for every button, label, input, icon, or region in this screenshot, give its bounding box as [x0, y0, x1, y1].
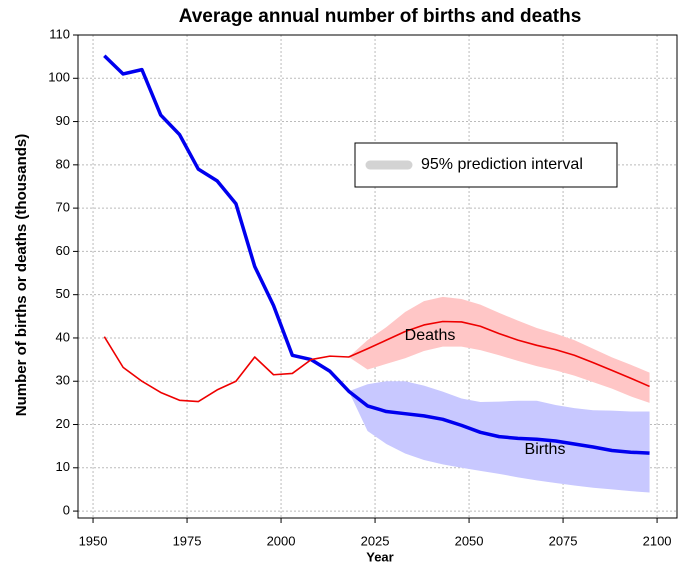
y-tick-label: 90 — [56, 113, 70, 128]
x-tick-label: 2000 — [267, 533, 296, 548]
series-label: Births — [525, 441, 566, 458]
x-tick-label: 1950 — [79, 533, 108, 548]
x-tick-label: 2075 — [549, 533, 578, 548]
chart-title: Average annual number of births and deat… — [179, 6, 582, 27]
series-line — [103, 320, 650, 403]
y-tick-label: 110 — [49, 26, 70, 41]
x-tick-label: 1975 — [173, 533, 202, 548]
y-tick-label: 70 — [56, 200, 70, 215]
x-tick-label: 2100 — [643, 533, 672, 548]
y-tick-label: 100 — [48, 70, 70, 85]
y-tick-label: 0 — [63, 503, 70, 518]
y-tick-label: 20 — [56, 416, 70, 431]
legend-label: 95% prediction interval — [421, 156, 583, 173]
plot-area: 0 10 20 30 40 50 60 70 80 90 100 110 1950 1975 2000 202… — [48, 26, 677, 548]
plot-frame — [77, 34, 678, 519]
y-tick-label: 50 — [56, 286, 70, 301]
y-axis-label: Number of births or deaths (thousands) — [13, 134, 30, 417]
x-axis-label: Year — [366, 549, 393, 564]
y-tick-label: 10 — [56, 459, 70, 474]
series-line — [103, 54, 650, 455]
x-tick-label: 2025 — [361, 533, 390, 548]
y-tick-label: 40 — [56, 329, 70, 344]
prediction-band — [348, 296, 650, 403]
y-tick-label: 60 — [56, 243, 70, 258]
series-label: Deaths — [405, 327, 456, 344]
x-tick-label: 2050 — [455, 533, 484, 548]
y-tick-label: 30 — [56, 373, 70, 388]
y-tick-label: 80 — [56, 156, 70, 171]
